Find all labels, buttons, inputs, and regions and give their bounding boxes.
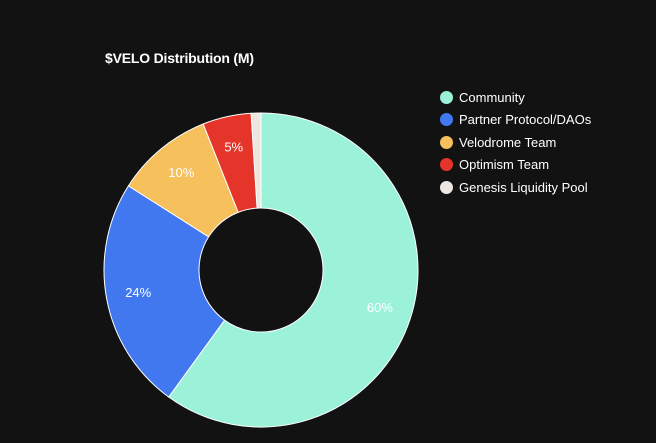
legend-item-community: Community — [440, 86, 591, 109]
legend-swatch — [440, 90, 453, 104]
slice-label-community: 60% — [367, 300, 393, 315]
legend-item-optimism-team: Optimism Team — [440, 154, 591, 177]
legend-item-velodrome-team: Velodrome Team — [440, 131, 591, 154]
legend-swatch — [440, 158, 453, 172]
legend-item-genesis-liquidity-pool: Genesis Liquidity Pool — [440, 176, 591, 199]
slice-label-optimism-team: 5% — [224, 139, 243, 154]
legend-label: Velodrome Team — [459, 134, 557, 150]
legend-label: Community — [459, 89, 525, 105]
legend-item-partner-protocol-daos: Partner Protocol/DAOs — [440, 109, 591, 132]
slice-genesis-liquidity-pool — [250, 112, 262, 209]
legend-label: Genesis Liquidity Pool — [459, 179, 588, 195]
slice-community — [168, 112, 419, 428]
legend-swatch — [440, 180, 453, 194]
slice-label-partner-protocol-daos: 24% — [125, 285, 151, 300]
legend-label: Partner Protocol/DAOs — [459, 112, 592, 128]
chart-title: $VELO Distribution (M) — [105, 50, 254, 66]
slice-partner-protocol-daos — [103, 185, 226, 398]
legend-swatch — [440, 135, 453, 149]
chart-legend: Community Partner Protocol/DAOs Velodrome … — [440, 86, 591, 199]
slice-label-velodrome-team: 10% — [168, 165, 194, 180]
legend-swatch — [440, 113, 453, 127]
legend-label: Optimism Team — [459, 157, 550, 173]
